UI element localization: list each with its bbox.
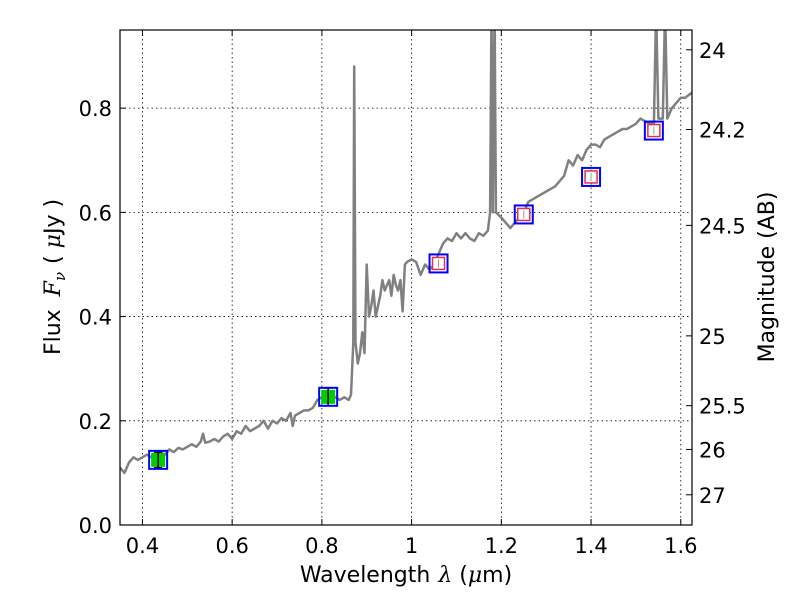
x-tick-label: 1.4 <box>574 534 607 558</box>
plot-area <box>120 30 692 475</box>
grid <box>120 30 692 526</box>
x-tick-label: 0.6 <box>215 534 248 558</box>
y-tick-label: 0.4 <box>79 306 112 330</box>
y2-tick-label: 24.2 <box>699 119 746 143</box>
x-tick-label: 1.2 <box>485 534 518 558</box>
x-tick-label: 0.4 <box>126 534 159 558</box>
marker-box <box>513 204 534 225</box>
marker-box <box>318 386 339 407</box>
plot-frame <box>119 29 693 526</box>
detection-point <box>148 449 169 470</box>
y2-axis-label: Magnitude (AB) <box>755 192 780 363</box>
x-tick-label: 0.8 <box>305 534 338 558</box>
y-tick-label: 0.0 <box>79 514 112 538</box>
y-axis-label: Flux Fν( μJy ) <box>41 199 69 355</box>
x-tick-label: 1 <box>405 534 418 558</box>
detection-point <box>318 386 339 407</box>
y-tick-label: 0.2 <box>79 410 112 434</box>
x-tick-label: 1.6 <box>664 534 697 558</box>
y2-tick-label: 25.5 <box>699 395 746 419</box>
y2-tick-label: 24 <box>699 39 726 63</box>
y2-tick-label: 26 <box>699 438 726 462</box>
y2-tick-label: 27 <box>699 484 726 508</box>
marker-box <box>428 253 449 274</box>
marker-box <box>643 120 664 141</box>
axis-ticks: 0.4 0.6 0.8 1 1.2 1.4 1.6 0.0 0.2 0.4 0.6 0.8 24 24.2… <box>79 30 746 558</box>
marker-box <box>581 166 602 187</box>
y2-tick-label: 24.5 <box>699 214 746 238</box>
model-point <box>643 120 664 141</box>
spectrum-line <box>120 30 692 475</box>
model-point <box>581 166 602 187</box>
photometry-markers <box>148 120 664 470</box>
x-axis-label: Wavelength λ (μm) <box>300 563 512 588</box>
y-tick-label: 0.6 <box>79 201 112 225</box>
marker-box <box>148 449 169 470</box>
model-point <box>428 253 449 274</box>
y2-tick-label: 25 <box>699 325 726 349</box>
y-tick-label: 0.8 <box>79 97 112 121</box>
model-point <box>513 204 534 225</box>
